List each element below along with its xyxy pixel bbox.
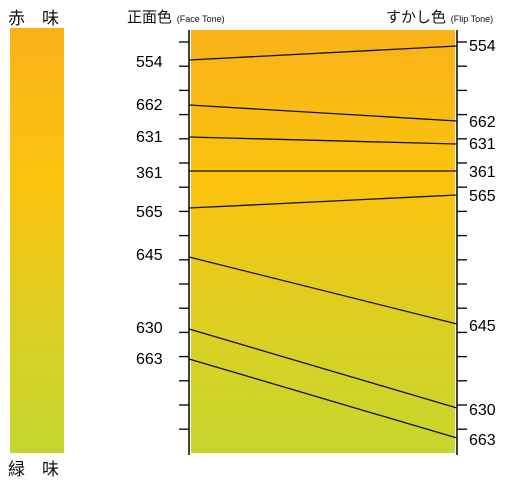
connector-645 bbox=[188, 256, 458, 325]
face-code-361: 361 bbox=[136, 165, 163, 182]
connector-662 bbox=[188, 104, 458, 122]
connector-565 bbox=[188, 194, 458, 209]
flip-code-663: 663 bbox=[469, 432, 496, 449]
face-code-662: 662 bbox=[136, 97, 163, 114]
flip-code-631: 631 bbox=[469, 136, 496, 153]
face-code-631: 631 bbox=[136, 129, 163, 146]
connector-631 bbox=[188, 136, 458, 145]
tone-panel bbox=[191, 30, 455, 453]
flip-tone-title: すかし色 bbox=[386, 8, 447, 26]
face-code-630: 630 bbox=[136, 320, 163, 337]
flip-code-630: 630 bbox=[469, 402, 496, 419]
flip-axis-ticks bbox=[457, 41, 467, 430]
flip-code-645: 645 bbox=[469, 318, 496, 335]
connector-630 bbox=[188, 328, 458, 409]
face-axis-ticks bbox=[179, 41, 189, 430]
face-tone-subtitle: (Face Tone) bbox=[176, 14, 225, 24]
flip-tone-subtitle: (Flip Tone) bbox=[450, 14, 494, 24]
reddish-label: 赤 味 bbox=[8, 9, 59, 29]
flip-tone-header: すかし色 (Flip Tone) bbox=[386, 6, 493, 27]
flip-code-361: 361 bbox=[469, 164, 496, 181]
connector-554 bbox=[188, 45, 458, 61]
color-scale-bar bbox=[10, 28, 64, 453]
greenish-label: 緑 味 bbox=[8, 460, 59, 480]
connector-663 bbox=[188, 358, 458, 439]
face-code-645: 645 bbox=[136, 247, 163, 264]
flip-code-565: 565 bbox=[469, 188, 496, 205]
flip-code-554: 554 bbox=[469, 38, 496, 55]
face-tone-header: 正面色 (Face Tone) bbox=[127, 6, 225, 27]
face-code-554: 554 bbox=[136, 54, 163, 71]
face-code-663: 663 bbox=[136, 351, 163, 368]
flip-code-662: 662 bbox=[469, 114, 496, 131]
face-code-565: 565 bbox=[136, 204, 163, 221]
face-tone-title: 正面色 bbox=[127, 8, 173, 26]
